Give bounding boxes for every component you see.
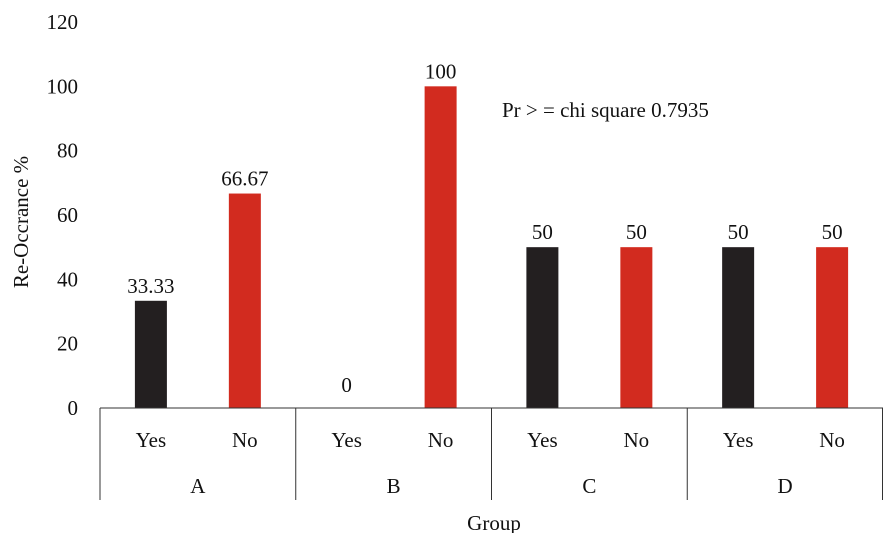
y-tick-label: 80 xyxy=(57,139,78,163)
data-label-b-no: 100 xyxy=(425,59,457,83)
category-label-yes: Yes xyxy=(331,428,362,452)
group-label-d: D xyxy=(778,474,793,498)
group-label-a: A xyxy=(190,474,206,498)
bar-d-yes xyxy=(722,247,755,408)
category-label-yes: Yes xyxy=(527,428,558,452)
x-axis: Yes No A Yes No B Yes No C Yes No D xyxy=(99,407,883,500)
category-label-no: No xyxy=(428,428,454,452)
group-label-c: C xyxy=(582,474,596,498)
y-tick-label: 20 xyxy=(57,332,78,356)
bar-c-no xyxy=(620,247,653,408)
data-labels: 33.33 66.67 0 100 50 50 50 50 xyxy=(127,59,842,397)
category-label-no: No xyxy=(624,428,650,452)
bars xyxy=(134,86,849,408)
category-label-yes: Yes xyxy=(723,428,754,452)
data-label-a-no: 66.67 xyxy=(221,167,268,191)
y-tick-label: 100 xyxy=(47,74,79,98)
category-label-yes: Yes xyxy=(136,428,167,452)
y-tick-label: 60 xyxy=(57,203,78,227)
data-label-d-yes: 50 xyxy=(728,220,749,244)
data-label-a-yes: 33.33 xyxy=(127,274,174,298)
bar-a-no xyxy=(228,193,261,408)
data-label-d-no: 50 xyxy=(822,220,843,244)
chi-square-annotation: Pr > = chi square 0.7935 xyxy=(502,98,709,122)
data-label-b-yes: 0 xyxy=(341,373,352,397)
data-label-c-yes: 50 xyxy=(532,220,553,244)
y-tick-label: 120 xyxy=(47,10,79,34)
y-axis-ticks: 0 20 40 60 80 100 120 xyxy=(47,10,79,420)
y-axis-title: Re-Occrance % xyxy=(9,156,33,288)
group-label-b: B xyxy=(387,474,401,498)
category-label-no: No xyxy=(232,428,258,452)
x-axis-title: Group xyxy=(467,511,521,533)
bar-d-no xyxy=(816,247,849,408)
data-label-c-no: 50 xyxy=(626,220,647,244)
bar-b-no xyxy=(424,86,457,408)
y-tick-label: 40 xyxy=(57,267,78,291)
bar-a-yes xyxy=(134,300,167,408)
bar-c-yes xyxy=(526,247,559,408)
y-tick-label: 0 xyxy=(68,396,79,420)
category-label-no: No xyxy=(819,428,845,452)
